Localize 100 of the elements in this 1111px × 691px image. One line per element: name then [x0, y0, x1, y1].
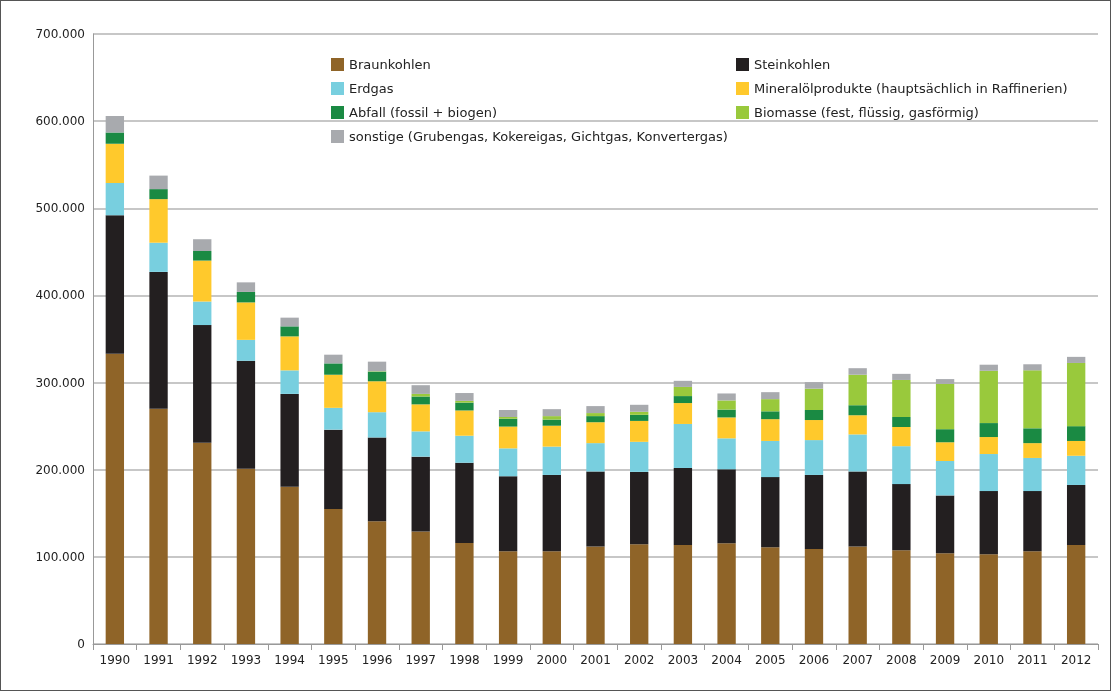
bar — [935, 495, 955, 554]
bar — [892, 550, 911, 644]
bar — [804, 420, 824, 441]
bar — [542, 446, 561, 475]
bar — [804, 440, 824, 475]
bar — [804, 549, 824, 644]
bar — [935, 442, 955, 461]
bar — [1023, 491, 1042, 552]
bar — [149, 175, 168, 190]
bar — [149, 199, 168, 243]
bar — [979, 364, 998, 371]
bar — [236, 339, 256, 361]
x-tick-label: 2012 — [1060, 653, 1092, 667]
x-tick-label: 2010 — [973, 653, 1005, 667]
bar — [455, 393, 474, 401]
bar — [1066, 440, 1086, 456]
bar — [1066, 362, 1086, 427]
x-tick-label: 2011 — [1017, 653, 1048, 667]
bar — [848, 374, 867, 406]
bar — [105, 132, 125, 144]
legend-label: Braunkohlen — [349, 57, 431, 72]
bar — [630, 414, 649, 421]
bar — [498, 448, 518, 477]
bar — [193, 442, 212, 644]
x-tick-label: 2001 — [580, 653, 611, 667]
bar — [105, 143, 125, 184]
bar — [586, 422, 605, 444]
bar — [105, 353, 125, 644]
bar — [193, 260, 212, 302]
bar — [979, 437, 998, 455]
bar — [935, 429, 955, 443]
legend-label: sonstige (Grubengas, Kokereigas, Gichtgas, Konvertergas) — [349, 129, 728, 144]
bar — [935, 461, 955, 496]
bar — [630, 411, 649, 415]
bar — [892, 427, 911, 447]
x-tick-label: 2004 — [711, 653, 742, 667]
bar — [586, 413, 605, 417]
bar — [236, 282, 256, 292]
bar — [542, 409, 561, 417]
bar — [804, 410, 824, 421]
bar — [193, 325, 212, 443]
bar — [324, 354, 343, 364]
legend-label: Mineralölprodukte (hauptsächlich in Raffinerien) — [754, 81, 1068, 96]
bar — [892, 484, 911, 551]
bar — [1023, 364, 1042, 371]
bar — [935, 383, 955, 430]
x-tick-label: 1998 — [449, 653, 480, 667]
bar — [979, 454, 998, 492]
bar — [717, 469, 736, 544]
bar — [455, 410, 474, 436]
bar — [717, 438, 736, 470]
bar — [367, 361, 387, 372]
bar — [630, 471, 649, 545]
bar — [673, 386, 693, 397]
bar — [1066, 426, 1086, 441]
y-tick-label: 200.000 — [35, 462, 85, 477]
bar — [455, 542, 474, 644]
bar — [280, 393, 299, 487]
bar — [761, 440, 780, 478]
bar — [280, 486, 299, 644]
bar — [1023, 428, 1042, 444]
bar — [498, 418, 518, 427]
bar — [280, 326, 299, 337]
bar — [761, 547, 780, 644]
bar — [1066, 455, 1086, 485]
bar — [542, 551, 561, 644]
bar — [979, 491, 998, 555]
bar — [1023, 551, 1042, 644]
bar — [761, 399, 780, 412]
y-tick-label: 0 — [77, 637, 85, 651]
bar — [586, 416, 605, 423]
bar — [149, 271, 168, 409]
bar — [630, 544, 649, 644]
bar — [236, 360, 256, 469]
bar — [761, 477, 780, 548]
bar — [149, 242, 168, 272]
bar — [761, 392, 780, 400]
bar — [542, 419, 561, 426]
x-tick-label: 2006 — [798, 653, 830, 667]
bar — [848, 434, 867, 472]
bar — [586, 471, 605, 547]
bar — [630, 404, 649, 412]
x-tick-label: 2000 — [536, 653, 568, 667]
bar — [324, 407, 343, 430]
x-tick-label: 2005 — [755, 653, 786, 667]
bar — [717, 393, 736, 401]
bar — [1023, 370, 1042, 429]
bar — [761, 419, 780, 441]
bar — [411, 431, 430, 457]
bar — [236, 302, 256, 340]
x-tick-label: 1994 — [274, 653, 305, 667]
bar — [1066, 484, 1086, 546]
bar — [717, 417, 736, 439]
bar — [717, 543, 736, 644]
x-tick-label: 2009 — [929, 653, 961, 667]
bar — [804, 382, 824, 389]
bar — [149, 408, 168, 644]
bar — [673, 423, 693, 468]
bar — [149, 189, 168, 200]
bar — [848, 368, 867, 375]
